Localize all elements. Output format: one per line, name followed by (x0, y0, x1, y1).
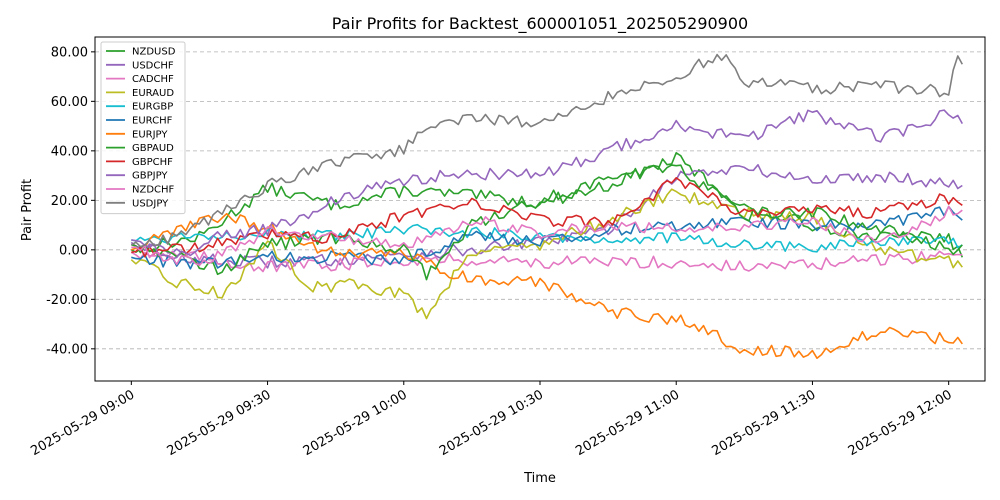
x-axis-label: Time (523, 471, 556, 486)
series-line-cadchf (130, 250, 963, 273)
y-axis: -40.00 -20.00 0.00 20.00 40.00 60.00 80.00 (46, 45, 95, 357)
series-line-gbpaud (131, 164, 963, 281)
y-tick-label: -20.00 (46, 293, 88, 308)
series-line-nzdchf (131, 205, 963, 267)
chart-title: Pair Profits for Backtest_600001051_2025… (332, 14, 748, 34)
series-line-gbpjpy (131, 109, 963, 260)
legend-label: EURAUD (132, 88, 174, 99)
legend-label: GBPAUD (132, 143, 174, 154)
series-line-eurjpy (131, 212, 963, 360)
legend-label: CADCHF (132, 74, 174, 85)
legend-label: EURGBP (132, 102, 173, 113)
series-line-gbpchf (131, 177, 963, 258)
series-line-usdjpy (130, 53, 964, 248)
legend-label: USDCHF (132, 60, 174, 71)
y-tick-label: 60.00 (51, 95, 88, 110)
plot-area (130, 53, 964, 360)
y-tick-label: -40.00 (46, 342, 88, 357)
legend-label: USDJPY (132, 198, 169, 209)
y-axis-label: Pair Profit (20, 179, 35, 241)
legend-label: GBPJPY (132, 171, 168, 182)
y-tick-label: 40.00 (51, 144, 88, 159)
legend: NZDUSD USDCHF CADCHF EURAUD EURGBP EURCHF EURJ… (100, 41, 186, 215)
legend-box (100, 41, 186, 215)
legend-label: EURCHF (132, 116, 173, 127)
y-tick-label: 20.00 (51, 194, 88, 209)
legend-label: NZDUSD (132, 47, 176, 58)
legend-label: EURJPY (132, 129, 168, 140)
y-gridlines (95, 51, 985, 350)
legend-label: GBPCHF (132, 157, 173, 168)
legend-label: NZDCHF (132, 185, 175, 196)
y-tick-label: 0.00 (59, 243, 88, 258)
y-tick-label: 80.00 (51, 45, 88, 60)
